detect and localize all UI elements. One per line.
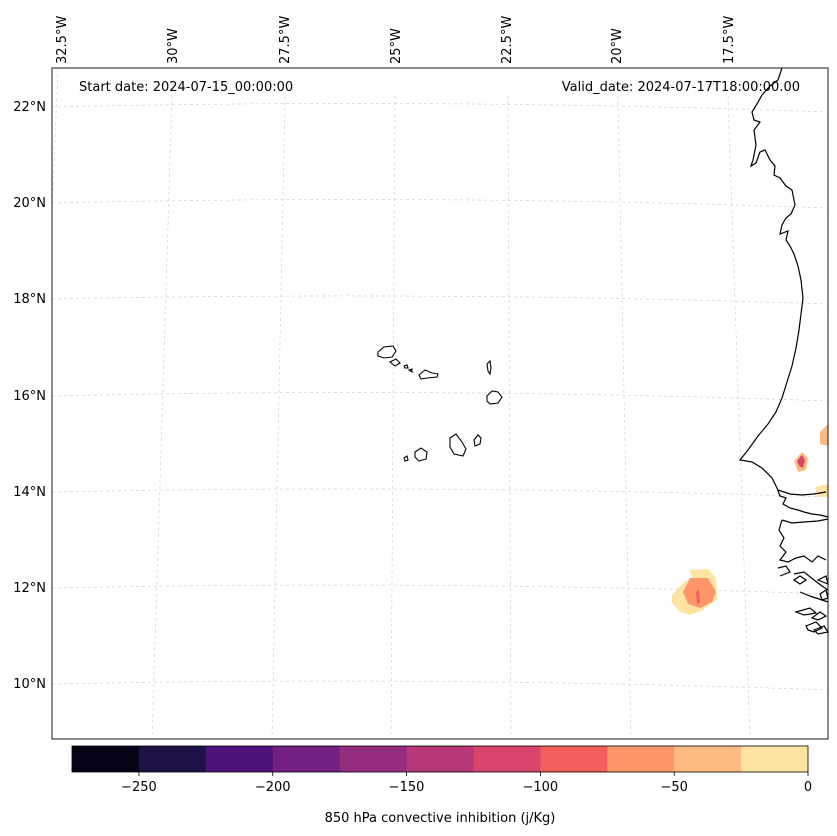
colorbar-swatch <box>473 746 541 772</box>
colorbar-tick-label: −50 <box>660 780 687 795</box>
colorbar-tick-label: −150 <box>389 780 425 795</box>
island-boa-vista <box>486 390 503 405</box>
colorbar-swatch <box>72 746 140 772</box>
colorbar-frame <box>71 745 809 773</box>
cin-patch-east-1 <box>820 424 828 446</box>
colorbar-swatch <box>272 746 341 772</box>
island-sao-nicolau <box>418 369 439 380</box>
lat-label-20n: 20°N <box>13 196 46 211</box>
island-sao-vicente <box>388 358 401 367</box>
lat-label-16n: 16°N <box>13 389 46 404</box>
lon-label-22-5w: 22.5°W <box>500 16 515 64</box>
lon-label-32-5w: 32.5°W <box>55 16 70 64</box>
colorbar-swatch <box>205 746 274 772</box>
colorbar-swatch <box>138 746 207 772</box>
cape-verde-islands <box>377 345 503 462</box>
colorbar: −250 −200 −150 −100 −50 0 <box>71 745 812 795</box>
island-branco <box>407 368 413 374</box>
cin-patch-guinea-mid <box>683 578 716 608</box>
map-frame <box>51 67 829 740</box>
start-date-label: Start date: 2024-07-15_00:00:00 <box>79 80 293 95</box>
lat-label-10n: 10°N <box>13 677 46 692</box>
colorbar-swatch <box>339 746 408 772</box>
longitude-labels: 32.5°W 30°W 27.5°W 25°W 22.5°W 20°W 17.5… <box>55 16 737 64</box>
colorbar-swatch <box>406 746 474 772</box>
island-santiago <box>449 433 467 457</box>
colorbar-swatch <box>674 746 742 772</box>
island-brava <box>403 455 409 462</box>
latitude-labels: 22°N 20°N 18°N 16°N 14°N 12°N 10°N <box>13 100 46 692</box>
cin-patch-guinea-inner <box>696 589 700 604</box>
lon-label-17-5w: 17.5°W <box>722 16 737 64</box>
west-africa-coastline <box>738 67 829 518</box>
lat-label-22n: 22°N <box>13 100 46 115</box>
lon-label-20w: 20°W <box>610 28 625 64</box>
island-fogo <box>414 447 428 462</box>
colorbar-swatch <box>607 746 675 772</box>
island-santo-antao <box>377 345 397 359</box>
valid-date-label: Valid_date: 2024-07-17T18:00:00.00 <box>562 80 800 95</box>
gambia-river <box>777 489 827 496</box>
colorbar-swatch <box>540 746 608 772</box>
colorbar-tick-label: −100 <box>523 780 559 795</box>
island-sal <box>486 359 492 376</box>
lat-label-18n: 18°N <box>13 292 46 307</box>
lon-label-30w: 30°W <box>166 28 181 64</box>
lat-label-12n: 12°N <box>13 581 46 596</box>
island-santa-luzia <box>403 364 409 369</box>
colorbar-tick-label: −250 <box>121 780 157 795</box>
colorbar-swatch <box>741 746 809 772</box>
colorbar-tick-label: −200 <box>255 780 291 795</box>
island-maio <box>473 434 482 447</box>
map-area <box>52 68 828 739</box>
cin-patch-senegal-inner <box>797 455 805 468</box>
lat-label-14n: 14°N <box>13 485 46 500</box>
graticule <box>51 67 829 740</box>
lon-label-27-5w: 27.5°W <box>278 16 293 64</box>
colorbar-tick-label: 0 <box>804 780 812 795</box>
cin-field <box>672 424 828 615</box>
lon-label-25w: 25°W <box>389 28 404 64</box>
colorbar-label: 850 hPa convective inhibition (j/Kg) <box>325 811 556 826</box>
